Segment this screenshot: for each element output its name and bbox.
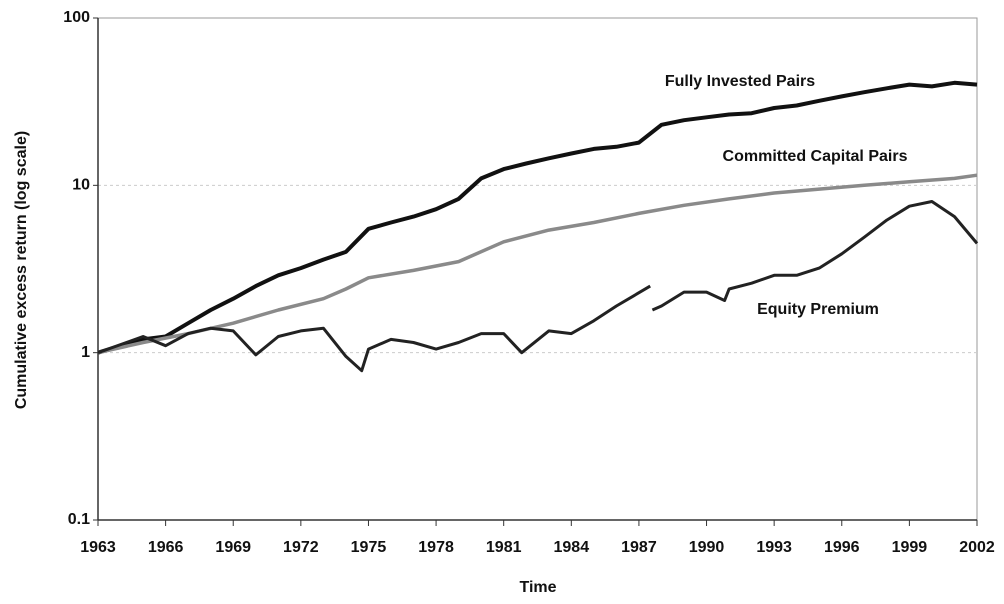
x-tick-label: 1972 <box>283 539 319 556</box>
x-tick-label: 1984 <box>554 539 590 556</box>
y-axis-title: Cumulative excess return (log scale) <box>13 131 30 409</box>
x-tick-label: 1978 <box>418 539 454 556</box>
x-tick-label: 1963 <box>80 539 116 556</box>
series-label: Equity Premium <box>757 301 879 318</box>
x-tick-label: 1975 <box>351 539 387 556</box>
y-tick-label: 0.1 <box>68 511 90 528</box>
x-tick-label: 1999 <box>892 539 928 556</box>
y-tick-label: 10 <box>72 177 90 194</box>
x-tick-label: 1996 <box>824 539 860 556</box>
series-line <box>97 173 978 355</box>
x-tick-label: 2002 <box>959 539 995 556</box>
x-tick-label: 1993 <box>756 539 792 556</box>
series-label: Committed Capital Pairs <box>723 148 908 165</box>
y-tick-label: 100 <box>63 9 90 26</box>
plot-frame <box>97 17 978 521</box>
x-tick-label: 1987 <box>621 539 657 556</box>
x-tick-label: 1981 <box>486 539 522 556</box>
series-line <box>97 200 979 373</box>
x-axis-title: Time <box>519 579 556 596</box>
x-tick-label: 1966 <box>148 539 184 556</box>
x-tick-label: 1969 <box>215 539 251 556</box>
x-tick-label: 1990 <box>689 539 725 556</box>
series-label: Fully Invested Pairs <box>665 73 815 90</box>
series-line <box>97 80 978 355</box>
y-tick-label: 1 <box>81 344 90 361</box>
